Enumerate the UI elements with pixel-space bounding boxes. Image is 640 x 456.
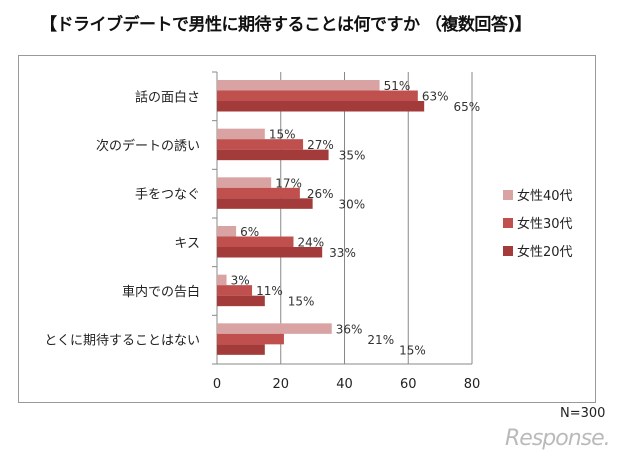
x-tick-label: 20 <box>272 377 289 392</box>
sample-size-note: N=300 <box>560 406 606 421</box>
bar <box>217 101 425 112</box>
data-label: 27% <box>307 138 334 152</box>
chart-title: 【ドライブデートで男性に期待することは何ですか （複数回答)】 <box>40 15 532 35</box>
data-label: 63% <box>422 90 449 104</box>
legend-label: 女性30代 <box>517 216 573 232</box>
bar <box>217 128 265 140</box>
bar <box>217 323 332 334</box>
x-tick-label: 0 <box>213 377 221 392</box>
bar <box>217 226 237 237</box>
bar <box>217 274 227 286</box>
bar <box>217 285 253 296</box>
data-label: 24% <box>298 236 325 250</box>
data-label: 51% <box>384 79 411 93</box>
bar <box>217 80 380 91</box>
bar <box>217 247 323 258</box>
x-tick-label: 80 <box>464 377 481 392</box>
bar <box>217 236 294 247</box>
category-label: キス <box>174 236 200 251</box>
legend-label: 女性20代 <box>517 244 573 260</box>
bar <box>217 333 284 345</box>
data-label: 30% <box>339 197 366 211</box>
legend-swatch <box>503 218 513 228</box>
category-label: 次のデートの誘い <box>96 138 200 154</box>
chart-frame <box>18 55 596 403</box>
x-tick-label: 40 <box>336 377 353 392</box>
data-label: 17% <box>275 176 302 190</box>
data-label: 33% <box>329 246 356 260</box>
data-label: 21% <box>367 333 394 347</box>
bar <box>217 139 304 150</box>
data-label: 35% <box>339 149 366 163</box>
bar <box>217 90 418 101</box>
bar <box>217 187 300 199</box>
bar <box>217 295 265 307</box>
category-label: 手をつなぐ <box>135 188 200 203</box>
category-label: 話の面白さ <box>135 89 200 105</box>
data-label: 11% <box>256 284 283 298</box>
legend-label: 女性40代 <box>517 188 573 204</box>
legend-swatch <box>503 190 513 200</box>
data-label: 6% <box>240 225 259 239</box>
category-label: とくに期待することはない <box>44 334 200 349</box>
bar <box>217 149 329 161</box>
data-label: 15% <box>288 295 315 309</box>
response-logo: Response. <box>505 426 611 451</box>
data-label: 26% <box>307 187 334 201</box>
category-label: 車内での告白 <box>122 284 200 300</box>
bar <box>217 177 272 188</box>
data-label: 3% <box>231 274 250 288</box>
bar <box>217 198 313 209</box>
x-tick-label: 60 <box>400 377 417 392</box>
data-label: 15% <box>269 128 296 142</box>
legend-swatch <box>503 246 513 256</box>
data-label: 15% <box>399 343 426 357</box>
data-label: 65% <box>453 100 480 114</box>
bar <box>217 344 265 355</box>
data-label: 36% <box>336 322 363 336</box>
